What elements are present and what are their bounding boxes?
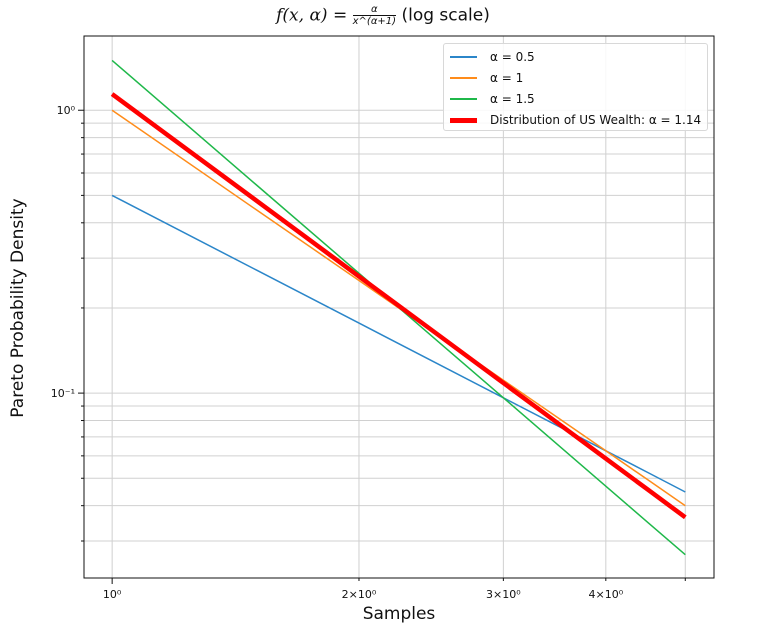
- legend-item: Distribution of US Wealth: α = 1.14: [450, 110, 701, 130]
- legend-label: α = 1: [490, 71, 524, 85]
- legend-label: α = 1.5: [490, 92, 535, 106]
- y-tick-label: 10⁻¹: [51, 387, 75, 400]
- legend-item: α = 1.5: [450, 89, 535, 109]
- legend-label: α = 0.5: [490, 50, 535, 64]
- x-tick-label: 2×10⁰: [342, 588, 377, 601]
- legend-swatch: [450, 98, 477, 100]
- legend-swatch: [450, 117, 477, 123]
- legend-swatch: [450, 56, 477, 58]
- series-line: [111, 109, 686, 507]
- legend-item: α = 1: [450, 68, 523, 88]
- title-suffix: (log scale): [401, 5, 490, 26]
- legend-label: Distribution of US Wealth: α = 1.14: [490, 113, 702, 127]
- title-fraction: α x^(α+1): [352, 4, 397, 27]
- axes-frame: [83, 35, 715, 579]
- y-tick-label: 10⁰: [57, 104, 76, 117]
- x-tick-label: 4×10⁰: [589, 588, 624, 601]
- series-line: [111, 194, 686, 493]
- legend-item: α = 0.5: [450, 47, 535, 67]
- series-line: [111, 59, 686, 556]
- x-tick-label: 3×10⁰: [486, 588, 521, 601]
- legend: α = 0.5 α = 1 α = 1.5 Distribution of US We…: [443, 43, 708, 131]
- series-line: [110, 92, 687, 520]
- legend-swatch: [450, 77, 477, 79]
- title-prefix: f(x, α) =: [276, 5, 348, 26]
- title-numerator: α: [352, 4, 397, 16]
- y-axis-label: Pareto Probability Density: [8, 198, 28, 418]
- x-tick-label: 10⁰: [103, 588, 122, 601]
- title-denominator: x^(α+1): [352, 16, 397, 27]
- chart-title: f(x, α) = α x^(α+1) (log scale): [0, 4, 766, 27]
- x-axis-label: Samples: [362, 604, 436, 624]
